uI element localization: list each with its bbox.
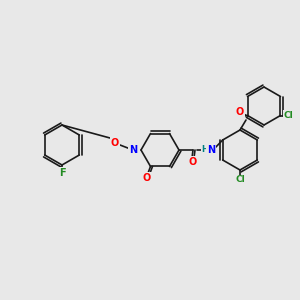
Text: O: O [189, 157, 197, 167]
Text: H: H [202, 146, 208, 154]
Text: N: N [129, 145, 137, 155]
Text: N: N [207, 145, 215, 155]
Text: O: O [142, 173, 151, 184]
Text: O: O [236, 107, 244, 117]
Text: Cl: Cl [284, 111, 293, 120]
Text: O: O [111, 138, 119, 148]
Text: Cl: Cl [235, 176, 245, 184]
Text: F: F [59, 168, 65, 178]
